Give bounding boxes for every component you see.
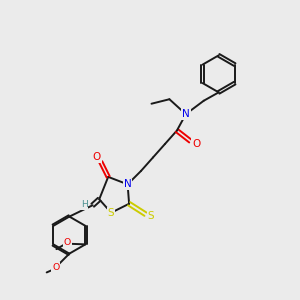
Text: H: H xyxy=(81,200,88,209)
Text: O: O xyxy=(52,263,59,272)
Text: N: N xyxy=(182,109,190,119)
Text: N: N xyxy=(124,179,131,189)
Text: S: S xyxy=(108,208,115,218)
Text: O: O xyxy=(64,238,71,247)
Text: O: O xyxy=(192,139,200,149)
Text: O: O xyxy=(93,152,101,162)
Text: S: S xyxy=(148,211,154,221)
